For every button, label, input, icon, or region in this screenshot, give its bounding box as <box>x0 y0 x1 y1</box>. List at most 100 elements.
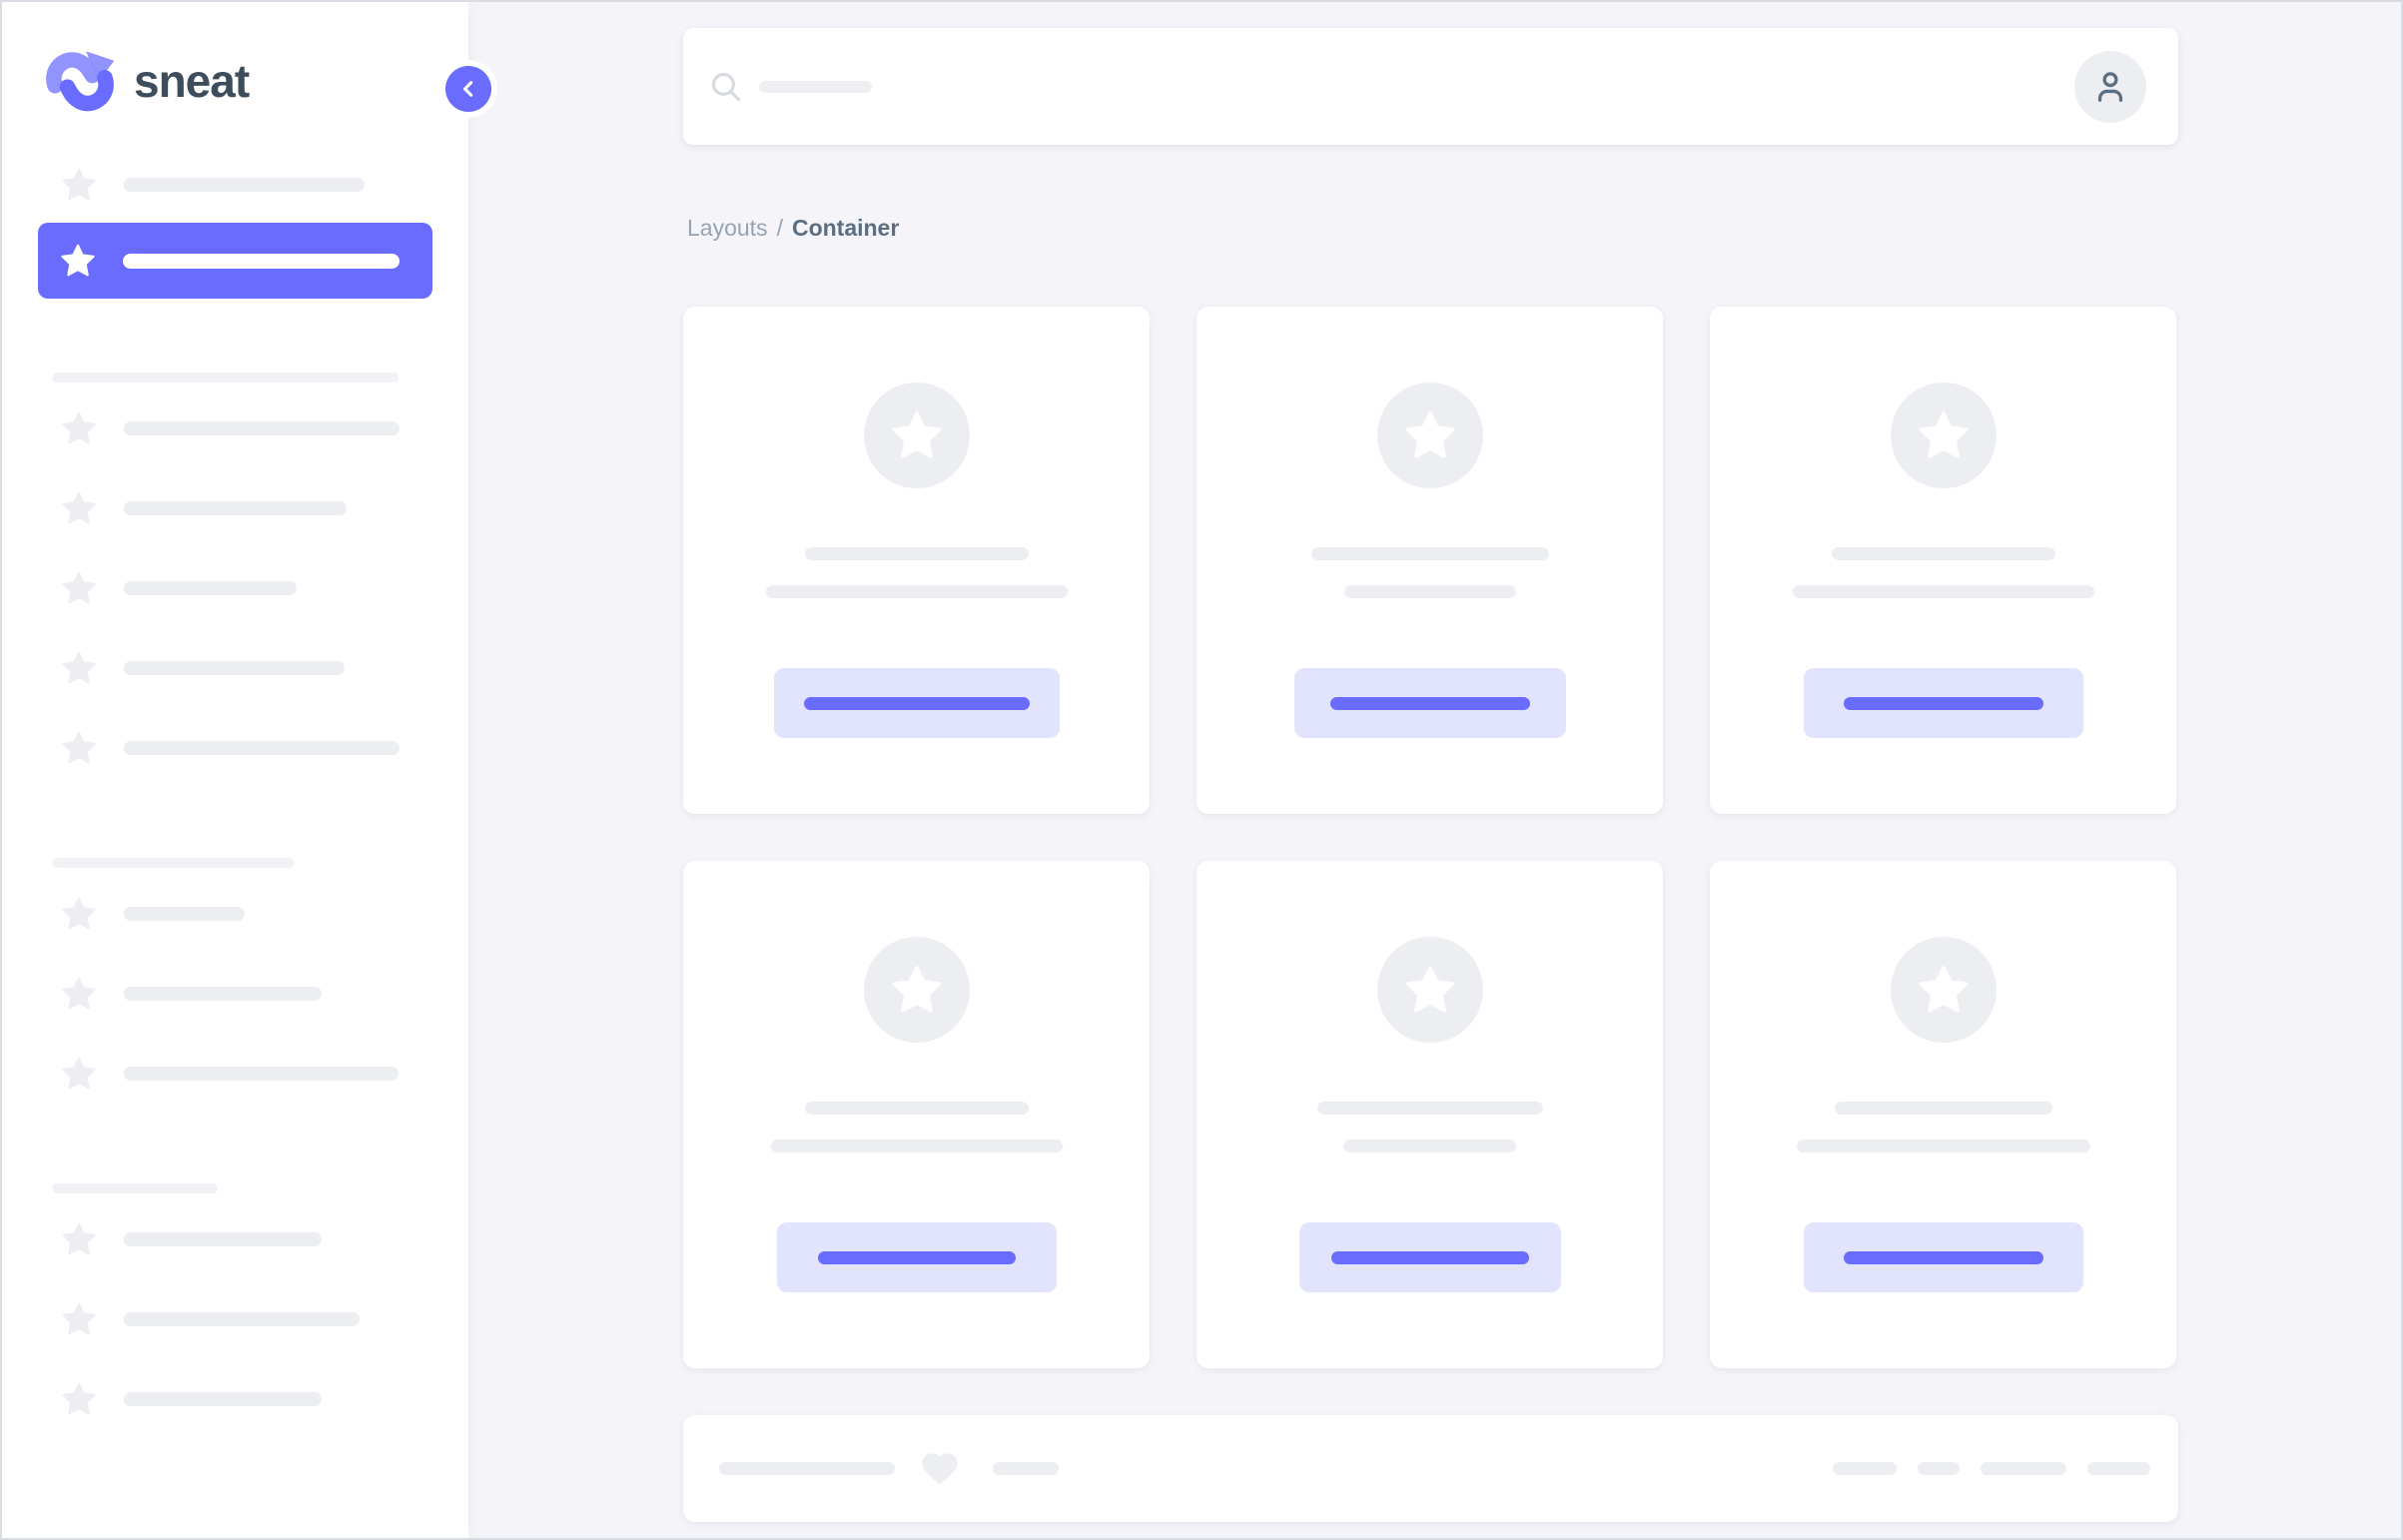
sidebar-item[interactable] <box>2 728 468 768</box>
button-label-bar <box>1329 696 1530 710</box>
breadcrumb: Layouts / Container <box>687 215 2178 242</box>
sidebar-section-divider <box>2 373 468 383</box>
star-icon <box>1919 965 1968 1013</box>
card-action-button[interactable] <box>1293 668 1566 738</box>
breadcrumb-separator: / <box>776 215 783 241</box>
sidebar-item[interactable] <box>2 894 468 934</box>
sidebar-collapse-button[interactable] <box>439 60 497 118</box>
footer-small-bar <box>993 1462 1059 1475</box>
button-label-bar <box>817 1250 1016 1264</box>
star-icon <box>62 651 96 684</box>
card-avatar-circle <box>1376 383 1483 488</box>
sidebar-item[interactable] <box>2 1299 468 1339</box>
star-icon <box>61 244 95 277</box>
card-grid <box>683 307 2178 1368</box>
sidebar-item[interactable] <box>2 648 468 688</box>
search-input[interactable] <box>709 28 2074 145</box>
placeholder-card <box>1197 861 1663 1368</box>
brand[interactable]: sneat <box>2 2 468 120</box>
sidebar-item[interactable] <box>2 408 468 448</box>
footer-card <box>683 1415 2178 1522</box>
card-action-button[interactable] <box>776 1222 1057 1292</box>
button-label-bar <box>803 696 1030 710</box>
sidebar-item-label-bar <box>124 421 400 435</box>
sidebar-item-label-bar <box>124 741 400 755</box>
star-icon <box>1919 410 1968 458</box>
sneat-logo-icon <box>46 51 115 112</box>
placeholder-card <box>1710 861 2176 1368</box>
brand-name: sneat <box>134 55 250 107</box>
star-icon <box>62 168 96 201</box>
sidebar-item[interactable] <box>2 568 468 608</box>
button-label-bar <box>1330 1250 1529 1264</box>
sidebar-item-label-bar <box>124 1232 322 1246</box>
sidebar-item-label-bar <box>124 907 245 921</box>
card-title-bar <box>804 547 1029 560</box>
star-icon <box>62 491 96 524</box>
sidebar-item-label-bar <box>124 1392 322 1406</box>
sidebar-item[interactable] <box>2 974 468 1014</box>
pagination-bar <box>2087 1462 2150 1475</box>
breadcrumb-section[interactable]: Layouts <box>687 215 768 241</box>
star-icon <box>62 411 96 444</box>
card-action-button[interactable] <box>773 668 1060 738</box>
card-action-button[interactable] <box>1298 1222 1561 1292</box>
sidebar-section-divider <box>2 858 468 868</box>
sidebar-item-label-bar <box>124 178 365 192</box>
star-icon <box>62 977 96 1010</box>
star-icon <box>892 410 941 458</box>
card-title-bar <box>1834 1102 2052 1115</box>
button-label-bar <box>1843 696 2043 710</box>
card-title-bar <box>804 1102 1029 1115</box>
sidebar-item-label-bar <box>124 501 347 515</box>
sidebar-item-label-bar <box>124 1067 399 1081</box>
card-action-button[interactable] <box>1803 668 2083 738</box>
star-icon <box>62 1057 96 1090</box>
sidebar-item-label-bar <box>123 253 400 269</box>
user-avatar-button[interactable] <box>2074 50 2146 123</box>
star-icon <box>62 1382 96 1415</box>
card-subtitle-bar <box>1796 1140 2090 1153</box>
placeholder-card <box>683 861 1150 1368</box>
card-subtitle-bar <box>765 585 1068 598</box>
sidebar-item[interactable] <box>2 1054 468 1094</box>
chevron-left-icon <box>445 66 491 112</box>
star-icon <box>1405 965 1454 1013</box>
card-subtitle-bar <box>1792 585 2094 598</box>
search-icon <box>711 72 741 101</box>
pagination-bar <box>1833 1462 1897 1475</box>
pagination-bar <box>1918 1462 1960 1475</box>
placeholder-card <box>1197 307 1663 814</box>
card-subtitle-bar <box>1343 1140 1516 1153</box>
section-label-bar <box>52 373 399 383</box>
heart-icon[interactable] <box>919 1448 961 1490</box>
card-avatar-circle <box>863 937 970 1043</box>
sidebar-item-label-bar <box>124 1312 360 1326</box>
sidebar-item[interactable] <box>2 165 468 205</box>
placeholder-card <box>1710 307 2176 814</box>
main-content: Layouts / Container <box>468 2 2401 1538</box>
person-icon <box>2097 71 2123 102</box>
card-avatar-circle <box>1376 937 1483 1043</box>
star-icon <box>62 897 96 930</box>
sidebar-item[interactable] <box>2 1379 468 1419</box>
sidebar-item-label-bar <box>124 661 345 675</box>
card-avatar-circle <box>1890 383 1997 488</box>
section-label-bar <box>52 858 295 868</box>
sidebar: sneat <box>2 2 497 1538</box>
search-placeholder-bar <box>759 80 872 93</box>
star-icon <box>1405 410 1454 458</box>
card-action-button[interactable] <box>1803 1222 2083 1292</box>
sidebar-item[interactable] <box>2 1219 468 1259</box>
card-avatar-circle <box>1890 937 1997 1043</box>
placeholder-card <box>683 307 1150 814</box>
footer-pagination-bars <box>1833 1462 2150 1475</box>
breadcrumb-current: Container <box>791 215 900 241</box>
star-icon <box>62 731 96 764</box>
sidebar-menu <box>2 120 468 1419</box>
sidebar-item-active[interactable] <box>38 223 432 299</box>
card-title-bar <box>1831 547 2055 560</box>
sidebar-item[interactable] <box>2 488 468 528</box>
star-icon <box>62 1302 96 1335</box>
